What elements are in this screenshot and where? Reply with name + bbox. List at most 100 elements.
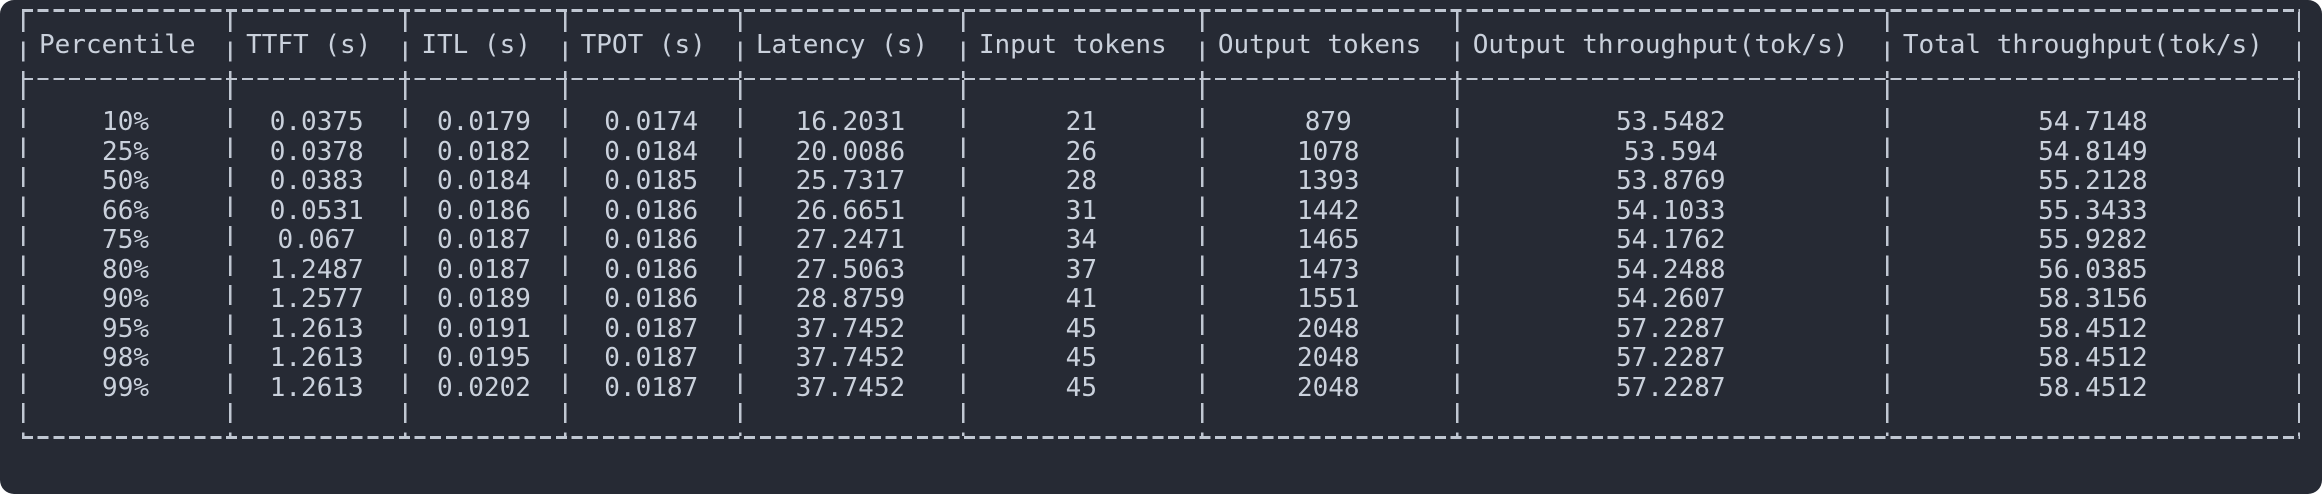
- cell-total-throughput: 58.3156: [1885, 285, 2300, 315]
- table-header-row: Percentile TTFT (s) ITL (s) TPOT (s) Lat…: [22, 11, 2300, 78]
- cell-input-tokens: 26: [961, 137, 1201, 167]
- cell-tpot: 0.0186: [563, 196, 739, 226]
- cell-input-tokens: 21: [961, 108, 1201, 138]
- cell-percentile: 50%: [22, 167, 230, 197]
- cell-output-tokens: 2048: [1200, 314, 1456, 344]
- cell-input-tokens: 45: [961, 344, 1201, 374]
- cell-tpot: 0.0187: [563, 373, 739, 403]
- cell-output-tokens: 2048: [1200, 373, 1456, 403]
- table-row: 50% 0.0383 0.0184 0.0185 25.7317 28 1393…: [22, 167, 2300, 197]
- column-header-output-tokens: Output tokens: [1200, 11, 1456, 78]
- cell-total-throughput: 55.2128: [1885, 167, 2300, 197]
- cell-ttft: 1.2487: [229, 255, 405, 285]
- cell-ttft: 1.2613: [229, 314, 405, 344]
- cell-output-tokens: 1551: [1200, 285, 1456, 315]
- cell-tpot: 0.0186: [563, 226, 739, 256]
- cell-input-tokens: 31: [961, 196, 1201, 226]
- table-row: 10% 0.0375 0.0179 0.0174 16.2031 21 879 …: [22, 108, 2300, 138]
- table-row: 75% 0.067 0.0187 0.0186 27.2471 34 1465 …: [22, 226, 2300, 256]
- cell-ttft: 0.0531: [229, 196, 405, 226]
- cell-latency: 16.2031: [738, 108, 962, 138]
- table-spacer-row: [22, 403, 2300, 436]
- cell-input-tokens: 28: [961, 167, 1201, 197]
- cell-output-tokens: 1465: [1200, 226, 1456, 256]
- cell-itl: 0.0179: [404, 108, 564, 138]
- cell-input-tokens: 37: [961, 255, 1201, 285]
- cell-percentile: 80%: [22, 255, 230, 285]
- cell-latency: 27.5063: [738, 255, 962, 285]
- column-header-total-throughput: Total throughput(tok/s): [1886, 11, 2300, 78]
- cell-percentile: 10%: [22, 108, 230, 138]
- table-border-bottom: [22, 436, 2300, 439]
- cell-latency: 37.7452: [738, 314, 962, 344]
- header-separator-line: [22, 77, 2300, 80]
- cell-ttft: 1.2613: [229, 344, 405, 374]
- cell-latency: 25.7317: [738, 167, 962, 197]
- cell-input-tokens: 41: [961, 285, 1201, 315]
- cell-ttft: 1.2577: [229, 285, 405, 315]
- cell-total-throughput: 54.8149: [1885, 137, 2300, 167]
- column-header-input-tokens: Input tokens: [961, 11, 1201, 78]
- table-row: 80% 1.2487 0.0187 0.0186 27.5063 37 1473…: [22, 255, 2300, 285]
- cell-latency: 26.6651: [738, 196, 962, 226]
- cell-itl: 0.0184: [404, 167, 564, 197]
- column-header-tpot: TPOT (s): [563, 11, 739, 78]
- cell-ttft: 0.067: [229, 226, 405, 256]
- benchmark-percentile-table: Percentile TTFT (s) ITL (s) TPOT (s) Lat…: [22, 9, 2300, 439]
- cell-percentile: 25%: [22, 137, 230, 167]
- cell-itl: 0.0186: [404, 196, 564, 226]
- cell-itl: 0.0195: [404, 344, 564, 374]
- cell-total-throughput: 58.4512: [1885, 344, 2300, 374]
- cell-output-throughput: 54.2488: [1455, 255, 1886, 285]
- table-row: 99% 1.2613 0.0202 0.0187 37.7452 45 2048…: [22, 373, 2300, 403]
- cell-itl: 0.0187: [404, 255, 564, 285]
- cell-latency: 27.2471: [738, 226, 962, 256]
- cell-latency: 28.8759: [738, 285, 962, 315]
- column-header-ttft: TTFT (s): [229, 11, 405, 78]
- cell-tpot: 0.0187: [563, 314, 739, 344]
- cell-total-throughput: 55.3433: [1885, 196, 2300, 226]
- table-spacer-row: [22, 80, 2300, 108]
- cell-output-throughput: 53.594: [1455, 137, 1886, 167]
- cell-ttft: 0.0375: [229, 108, 405, 138]
- column-header-latency: Latency (s): [738, 11, 962, 78]
- table-body: 10% 0.0375 0.0179 0.0174 16.2031 21 879 …: [22, 108, 2300, 403]
- cell-ttft: 0.0378: [229, 137, 405, 167]
- table-border-top: [22, 9, 2300, 12]
- cell-latency: 20.0086: [738, 137, 962, 167]
- cell-input-tokens: 45: [961, 314, 1201, 344]
- cell-output-throughput: 53.5482: [1455, 108, 1886, 138]
- cell-itl: 0.0202: [404, 373, 564, 403]
- cell-percentile: 99%: [22, 373, 230, 403]
- cell-percentile: 90%: [22, 285, 230, 315]
- cell-ttft: 0.0383: [229, 167, 405, 197]
- cell-tpot: 0.0186: [563, 255, 739, 285]
- cell-percentile: 95%: [22, 314, 230, 344]
- cell-tpot: 0.0185: [563, 167, 739, 197]
- cell-total-throughput: 58.4512: [1885, 373, 2300, 403]
- cell-output-throughput: 53.8769: [1455, 167, 1886, 197]
- column-header-percentile: Percentile: [22, 11, 230, 78]
- cell-output-tokens: 1393: [1200, 167, 1456, 197]
- cell-output-tokens: 1078: [1200, 137, 1456, 167]
- cell-output-throughput: 57.2287: [1455, 373, 1886, 403]
- table-row: 98% 1.2613 0.0195 0.0187 37.7452 45 2048…: [22, 344, 2300, 374]
- cell-tpot: 0.0187: [563, 344, 739, 374]
- cell-output-tokens: 2048: [1200, 344, 1456, 374]
- cell-output-tokens: 879: [1200, 108, 1456, 138]
- cell-output-tokens: 1442: [1200, 196, 1456, 226]
- cell-input-tokens: 45: [961, 373, 1201, 403]
- cell-total-throughput: 54.7148: [1885, 108, 2300, 138]
- cell-itl: 0.0187: [404, 226, 564, 256]
- table-row: 90% 1.2577 0.0189 0.0186 28.8759 41 1551…: [22, 285, 2300, 315]
- column-header-itl: ITL (s): [404, 11, 564, 78]
- cell-itl: 0.0189: [404, 285, 564, 315]
- cell-itl: 0.0182: [404, 137, 564, 167]
- cell-output-tokens: 1473: [1200, 255, 1456, 285]
- cell-output-throughput: 57.2287: [1455, 314, 1886, 344]
- cell-input-tokens: 34: [961, 226, 1201, 256]
- table-row: 95% 1.2613 0.0191 0.0187 37.7452 45 2048…: [22, 314, 2300, 344]
- cell-latency: 37.7452: [738, 344, 962, 374]
- cell-percentile: 98%: [22, 344, 230, 374]
